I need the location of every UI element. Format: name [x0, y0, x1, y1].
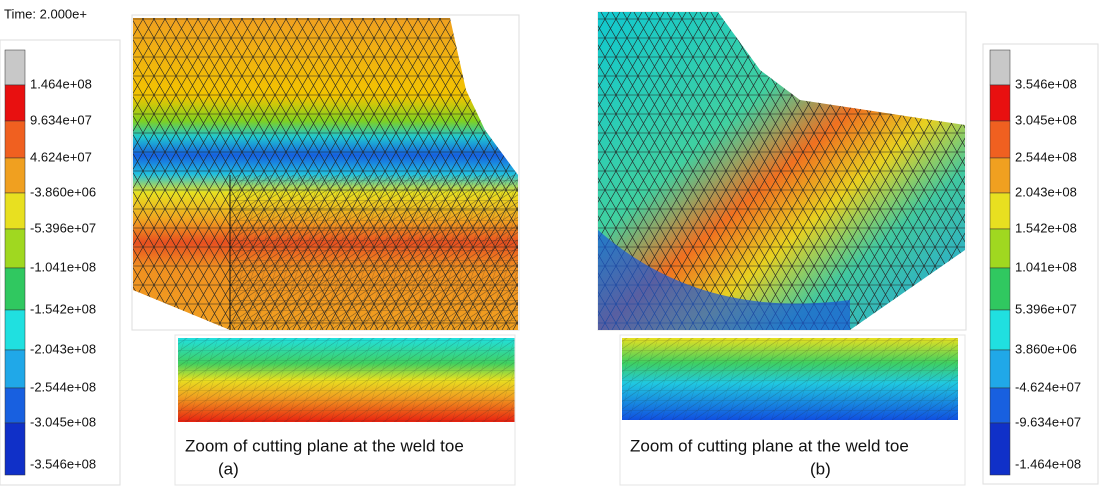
figure: Time: 2.000e+ Zoom of cutting plane at t…: [0, 0, 1100, 488]
panel-label: (a): [218, 459, 239, 478]
time-label: Time: 2.000e+: [4, 6, 87, 21]
legend-label: -3.860e+06: [30, 184, 96, 199]
legend-label: -2.043e+08: [30, 341, 96, 356]
legend-label: -1.542e+08: [30, 301, 96, 316]
legend-label: -3.045e+08: [30, 414, 96, 429]
legend-label: -3.546e+08: [30, 456, 96, 471]
legend-label: -4.624e+07: [1015, 379, 1081, 394]
legend-label: 3.045e+08: [1015, 112, 1077, 127]
legend-label: 9.634e+07: [30, 112, 92, 127]
legend-label: -9.634e+07: [1015, 414, 1081, 429]
legend-label: -5.396e+07: [30, 220, 96, 235]
legend-label: 4.624e+07: [30, 149, 92, 164]
panel-label: (b): [810, 459, 831, 478]
panel-a-image: [132, 15, 519, 330]
legend-label: -1.464e+08: [1015, 456, 1081, 471]
legend-label: 1.542e+08: [1015, 220, 1077, 235]
panel-b-image: [598, 12, 966, 330]
legend-bar-left: [5, 50, 25, 475]
caption: Zoom of cutting plane at the weld toe: [185, 436, 464, 455]
legend-label: 2.544e+08: [1015, 149, 1077, 164]
legend-label: -1.041e+08: [30, 259, 96, 274]
caption: Zoom of cutting plane at the weld toe: [630, 436, 909, 455]
legend-bar-right: [990, 50, 1010, 475]
panel-b-zoom: [622, 338, 958, 420]
legend-label: 2.043e+08: [1015, 184, 1077, 199]
legend-label: 3.546e+08: [1015, 76, 1077, 91]
legend-label: 3.860e+06: [1015, 341, 1077, 356]
legend-label: 1.041e+08: [1015, 259, 1077, 274]
legend-label: -2.544e+08: [30, 379, 96, 394]
legend-label: 5.396e+07: [1015, 301, 1077, 316]
panel-a-zoom: [178, 338, 515, 422]
legend-label: 1.464e+08: [30, 76, 92, 91]
